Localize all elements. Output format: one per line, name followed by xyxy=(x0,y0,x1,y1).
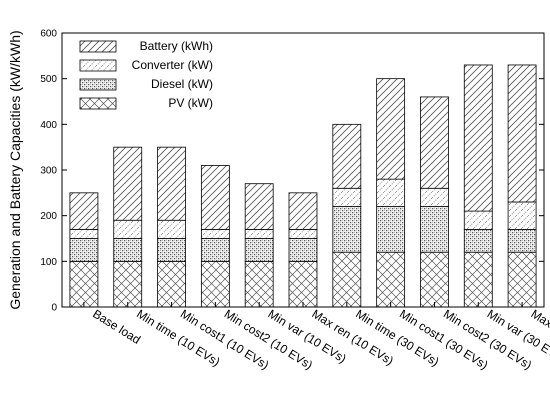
legend-swatch-diesel-kw xyxy=(79,78,117,91)
bar-segment-pv-kw-3 xyxy=(200,260,230,308)
bar-segment-converter-kw-0 xyxy=(69,228,99,239)
bar-segment-pv-kw-8 xyxy=(420,251,449,308)
bar-segment-battery-kwh-8 xyxy=(420,96,449,189)
bar-segment-converter-kw-7 xyxy=(376,178,406,207)
bar-segment-pv-kw-10 xyxy=(507,251,537,308)
bar-segment-pv-kw-5 xyxy=(288,260,318,308)
y-tick-label-500: 500 xyxy=(40,74,57,85)
bar-segment-battery-kwh-5 xyxy=(288,192,318,230)
bars xyxy=(69,64,537,308)
bar-segment-diesel-kw-10 xyxy=(507,228,537,253)
bar-segment-diesel-kw-8 xyxy=(420,206,449,253)
legend-swatch-converter-kw xyxy=(79,59,117,72)
bar-segment-pv-kw-1 xyxy=(113,260,143,308)
y-tick-label-200: 200 xyxy=(40,211,57,222)
bar-segment-converter-kw-8 xyxy=(420,187,449,207)
bar-segment-converter-kw-6 xyxy=(332,187,362,207)
y-axis: 0 100 200 300 400 500 600 xyxy=(40,29,544,314)
y-axis-title: Generation and Battery Capacities (kW/kW… xyxy=(7,30,23,309)
bar-segment-converter-kw-5 xyxy=(288,228,318,239)
bar-segment-battery-kwh-3 xyxy=(200,165,230,230)
bar-segment-battery-kwh-6 xyxy=(332,123,362,189)
legend-label-battery-kwh: Battery (kWh) xyxy=(140,39,213,53)
bar-segment-battery-kwh-4 xyxy=(244,183,274,230)
bar-segment-pv-kw-7 xyxy=(376,251,406,308)
bar-segment-battery-kwh-1 xyxy=(113,146,143,221)
bar-segment-diesel-kw-5 xyxy=(288,238,318,262)
bar-segment-battery-kwh-2 xyxy=(157,146,186,221)
bar-segment-battery-kwh-10 xyxy=(507,64,537,203)
bar-segment-converter-kw-2 xyxy=(157,219,186,239)
bar-segment-pv-kw-4 xyxy=(244,260,274,308)
bar-segment-diesel-kw-2 xyxy=(157,238,186,262)
bar-segment-converter-kw-3 xyxy=(200,228,230,239)
y-tick-label-100: 100 xyxy=(40,257,57,268)
y-tick-label-0: 0 xyxy=(51,303,57,314)
legend: Battery (kWh) Converter (kW) Diesel (kW) PV… xyxy=(79,39,213,110)
plot-frame xyxy=(61,32,545,308)
x-tick-label-0: Base load xyxy=(90,307,143,347)
bar-segment-converter-kw-1 xyxy=(113,219,143,239)
legend-swatch-pv-kw xyxy=(79,97,117,110)
bar-segment-pv-kw-6 xyxy=(332,251,362,308)
bar-segment-diesel-kw-7 xyxy=(376,206,406,253)
bar-segment-pv-kw-0 xyxy=(69,260,99,308)
bar-segment-converter-kw-4 xyxy=(244,228,274,239)
legend-swatch-battery-kwh xyxy=(79,40,117,53)
bar-segment-diesel-kw-1 xyxy=(113,238,143,262)
bar-segment-battery-kwh-7 xyxy=(376,78,406,180)
y-tick-label-300: 300 xyxy=(40,166,57,177)
legend-label-diesel-kw: Diesel (kW) xyxy=(151,77,213,91)
bar-segment-diesel-kw-3 xyxy=(200,238,230,262)
bar-segment-diesel-kw-9 xyxy=(463,228,493,253)
bar-segment-battery-kwh-0 xyxy=(69,192,99,230)
bar-segment-converter-kw-10 xyxy=(507,201,537,230)
bar-segment-diesel-kw-0 xyxy=(69,238,99,262)
bar-segment-diesel-kw-6 xyxy=(332,206,362,253)
bar-segment-diesel-kw-4 xyxy=(244,238,274,262)
legend-label-converter-kw: Converter (kW) xyxy=(132,58,213,72)
bar-segment-converter-kw-9 xyxy=(463,210,493,230)
y-tick-label-400: 400 xyxy=(40,120,57,131)
bar-segment-pv-kw-2 xyxy=(157,260,186,308)
legend-label-pv-kw: PV (kW) xyxy=(168,96,213,110)
y-tick-label-600: 600 xyxy=(40,29,57,40)
bar-segment-pv-kw-9 xyxy=(463,251,493,308)
bar-segment-battery-kwh-9 xyxy=(463,64,493,212)
